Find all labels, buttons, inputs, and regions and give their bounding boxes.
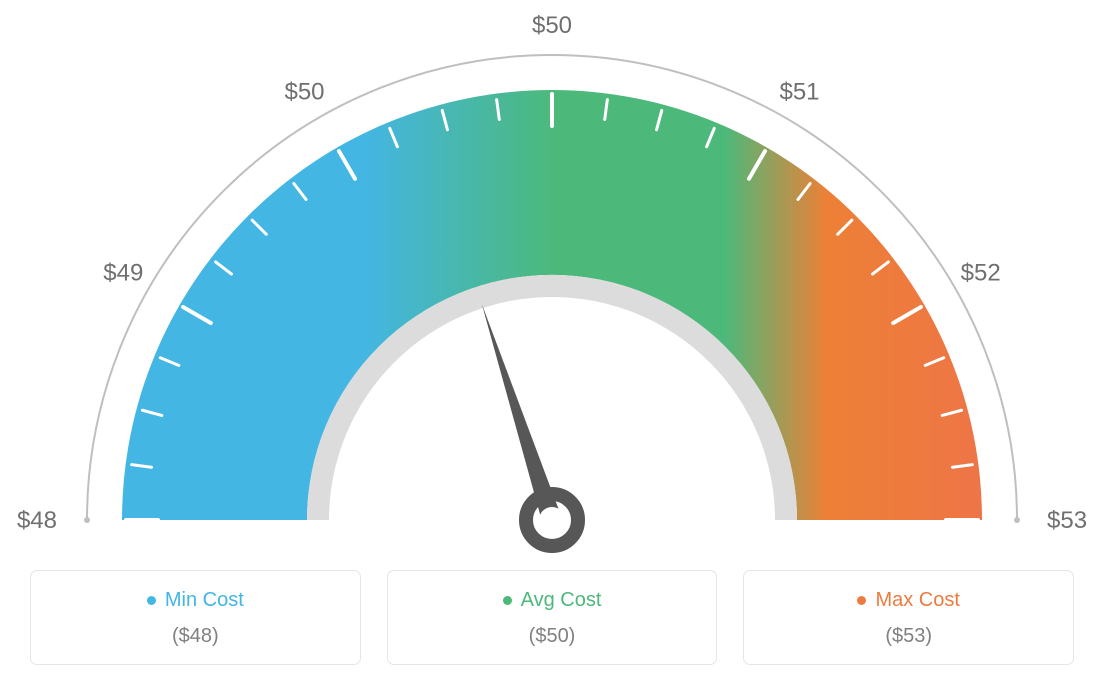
legend-card-min: Min Cost ($48) bbox=[30, 570, 361, 665]
legend-label-min: Min Cost bbox=[165, 589, 244, 612]
legend-bullet-max bbox=[857, 596, 866, 605]
svg-text:$51: $51 bbox=[779, 78, 819, 105]
svg-text:$48: $48 bbox=[17, 507, 57, 534]
gauge-svg: $48 $49 $50 $50 $51 $52 $53 bbox=[0, 0, 1104, 570]
gauge-chart-container: $48 $49 $50 $50 $51 $52 $53 Min Cost ($48) Avg… bbox=[0, 0, 1104, 690]
legend-bullet-min bbox=[147, 596, 156, 605]
svg-text:$49: $49 bbox=[103, 260, 143, 287]
legend-title-avg: Avg Cost bbox=[503, 589, 602, 612]
svg-text:$50: $50 bbox=[284, 78, 324, 105]
legend-title-min: Min Cost bbox=[147, 589, 244, 612]
svg-text:$52: $52 bbox=[961, 260, 1001, 287]
legend-row: Min Cost ($48) Avg Cost ($50) Max Cost (… bbox=[30, 570, 1074, 665]
legend-label-avg: Avg Cost bbox=[521, 589, 602, 612]
svg-text:$50: $50 bbox=[532, 12, 572, 39]
legend-value-avg: ($50) bbox=[398, 625, 707, 648]
gauge-area: $48 $49 $50 $50 $51 $52 $53 bbox=[0, 0, 1104, 560]
legend-value-min: ($48) bbox=[41, 625, 350, 648]
legend-card-avg: Avg Cost ($50) bbox=[387, 570, 718, 665]
legend-card-max: Max Cost ($53) bbox=[743, 570, 1074, 665]
legend-bullet-avg bbox=[503, 596, 512, 605]
legend-title-max: Max Cost bbox=[857, 589, 959, 612]
svg-text:$53: $53 bbox=[1047, 507, 1087, 534]
legend-value-max: ($53) bbox=[754, 625, 1063, 648]
legend-label-max: Max Cost bbox=[875, 589, 959, 612]
